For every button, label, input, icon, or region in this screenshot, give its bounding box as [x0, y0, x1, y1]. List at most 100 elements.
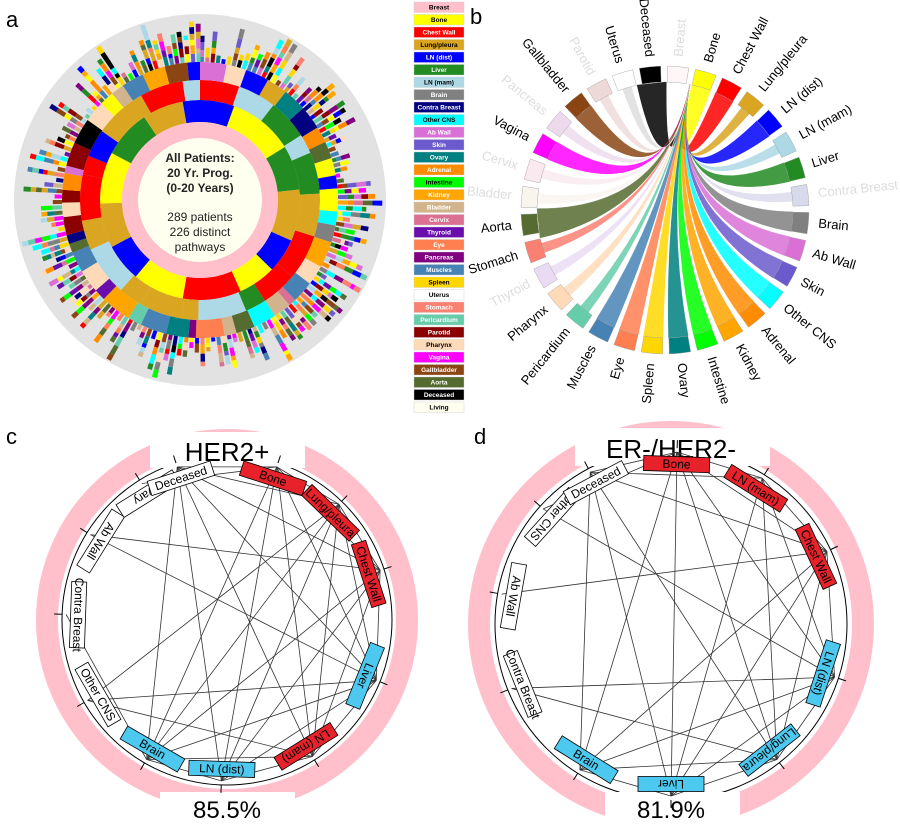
outer-ray-segment — [248, 333, 256, 342]
outer-ray-segment — [253, 330, 261, 338]
third-ring-segment — [74, 119, 103, 151]
outer-ray-segment — [339, 245, 349, 252]
legend-swatch-pancreas — [413, 251, 465, 263]
second-ring-segment — [80, 174, 103, 221]
legend-label: Muscles — [426, 267, 452, 274]
outer-ray-segment — [172, 335, 178, 346]
outer-ray-segment — [295, 56, 305, 67]
outer-ray-segment — [48, 139, 56, 146]
outer-ray-segment — [32, 243, 43, 251]
outer-ray-segment — [158, 347, 165, 354]
outer-ray-segment — [226, 56, 232, 66]
outer-ray-segment — [58, 161, 67, 168]
outer-ray-segment — [352, 206, 362, 212]
chord-label: Deceased — [636, 0, 657, 58]
legend-label: Eye — [433, 242, 445, 249]
outer-ray-segment — [313, 115, 324, 125]
outer-ray-segment — [147, 47, 154, 54]
legend-swatch-uterus — [413, 289, 465, 301]
third-ring-segment — [302, 127, 326, 150]
outer-ray-segment — [30, 186, 37, 192]
outer-ray-segment — [141, 326, 148, 334]
third-ring-segment — [221, 315, 237, 336]
outer-ray-segment — [332, 304, 340, 312]
outer-ray-segment — [140, 59, 146, 67]
outer-ray-segment — [244, 53, 251, 62]
outer-ray-segment — [64, 251, 74, 259]
chord-label: Brain — [818, 216, 850, 234]
outer-ray-segment — [118, 323, 125, 330]
node-box — [637, 776, 705, 792]
outer-ray-segment — [289, 334, 297, 341]
outer-ray-segment — [343, 222, 353, 229]
outer-ray-segment — [177, 343, 183, 350]
chord-arc-bone — [691, 69, 717, 91]
network-edge — [670, 551, 828, 797]
outer-ray-segment — [47, 211, 55, 217]
outer-ray-segment — [210, 53, 216, 63]
outer-ray-segment — [326, 142, 332, 148]
chord-label: Uterus — [602, 24, 628, 65]
outer-ray-segment — [216, 336, 222, 346]
outer-ray-segment — [218, 352, 224, 363]
legend-swatch-spleen — [413, 276, 465, 288]
outer-ray-segment — [75, 82, 82, 89]
node-box — [345, 641, 385, 710]
outer-ray-segment — [78, 85, 85, 92]
outer-ray-segment — [211, 337, 216, 342]
legend-swatch-liver — [413, 64, 465, 76]
chord-arc-spleen — [640, 336, 664, 355]
outer-ray-segment — [89, 79, 98, 88]
network-edge — [589, 471, 778, 760]
third-ring-segment — [140, 308, 171, 334]
network-edge — [276, 466, 313, 757]
outer-ray-segment — [275, 79, 282, 87]
outer-ray-segment — [205, 342, 211, 348]
outer-ray-segment — [75, 298, 84, 307]
outer-ray-segment — [177, 42, 184, 50]
outer-ray-segment — [45, 151, 53, 158]
chord-arc-vagina — [532, 133, 557, 160]
third-ring-segment — [265, 291, 290, 316]
outer-ray-segment — [107, 317, 115, 325]
third-ring-segment — [66, 230, 87, 245]
outer-ray-segment — [79, 322, 87, 329]
outer-ray-segment — [106, 353, 114, 361]
node-box — [553, 735, 619, 785]
panel-b-chord-diagram: Deceased Breast Bone Chest WallLung/pleuraL… — [466, 0, 899, 406]
outer-ray-segment — [96, 310, 105, 320]
outer-ray-segment — [46, 216, 55, 222]
outer-ray-segment — [337, 211, 343, 216]
chord-liver — [685, 84, 791, 188]
outer-ray-segment — [310, 279, 318, 287]
outer-ray-segment — [145, 39, 153, 49]
outer-ray-segment — [309, 99, 317, 106]
node-box — [238, 460, 308, 497]
outer-ray-segment — [334, 289, 343, 298]
outer-ray-segment — [56, 177, 64, 183]
chord-arc-pharynx — [547, 284, 574, 311]
outer-ray-segment — [84, 74, 94, 83]
network-node-ab-wall: Ab Wall — [499, 561, 528, 631]
outer-ray-segment — [114, 83, 121, 90]
outer-ray-segment — [259, 58, 268, 69]
outer-ray-segment — [341, 258, 351, 266]
outer-ray-segment — [349, 261, 358, 269]
legend-label: Vagina — [429, 355, 450, 362]
inner-ring-segment — [144, 101, 187, 136]
outer-ray-segment — [101, 303, 112, 314]
outer-ray-segment — [347, 241, 354, 248]
outer-ray-segment — [108, 306, 116, 315]
center-pathways-line1: 226 distinct — [170, 225, 231, 239]
third-ring-segment — [62, 172, 83, 192]
outer-ray-segment — [292, 299, 299, 306]
outer-ray-segment — [188, 21, 194, 28]
outer-ray-segment — [273, 320, 283, 332]
outer-ray-segment — [151, 346, 159, 356]
third-ring-segment — [66, 142, 91, 171]
third-ring-segment — [231, 310, 255, 334]
outer-ray-segment — [81, 302, 89, 309]
outer-ray-segment — [344, 253, 353, 260]
legend-swatch-cervix — [413, 214, 465, 226]
outer-ray-segment — [326, 90, 337, 100]
